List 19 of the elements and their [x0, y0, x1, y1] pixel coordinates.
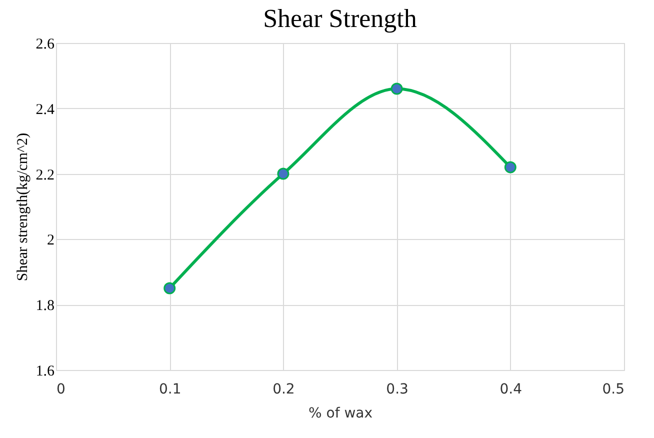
- x-axis-title: % of wax: [308, 406, 373, 422]
- point: [504, 161, 516, 174]
- x-tick-label: 0.2: [272, 382, 295, 398]
- point: [390, 82, 403, 95]
- y-tick-label: 1.8: [36, 298, 54, 314]
- y-tick-label: 1.6: [36, 364, 55, 380]
- chart-title: Shear Strength: [263, 4, 417, 33]
- x-tick-label: 0.1: [158, 382, 182, 398]
- y-tick-label: 2.4: [36, 102, 55, 118]
- x-tick-label: 0.3: [386, 382, 408, 398]
- x-tick-label: 0: [56, 382, 66, 398]
- y-tick-label: 2.2: [36, 167, 54, 184]
- y-tick-label: 2.6: [36, 36, 55, 52]
- y-tick-label: 2: [47, 232, 54, 249]
- point: [277, 168, 290, 180]
- point: [164, 282, 176, 294]
- x-tick-label: 0.5: [602, 382, 624, 398]
- y-axis-title: Shear strength(kg/cm^2): [14, 132, 31, 282]
- x-tick-label: 0.4: [500, 382, 522, 398]
